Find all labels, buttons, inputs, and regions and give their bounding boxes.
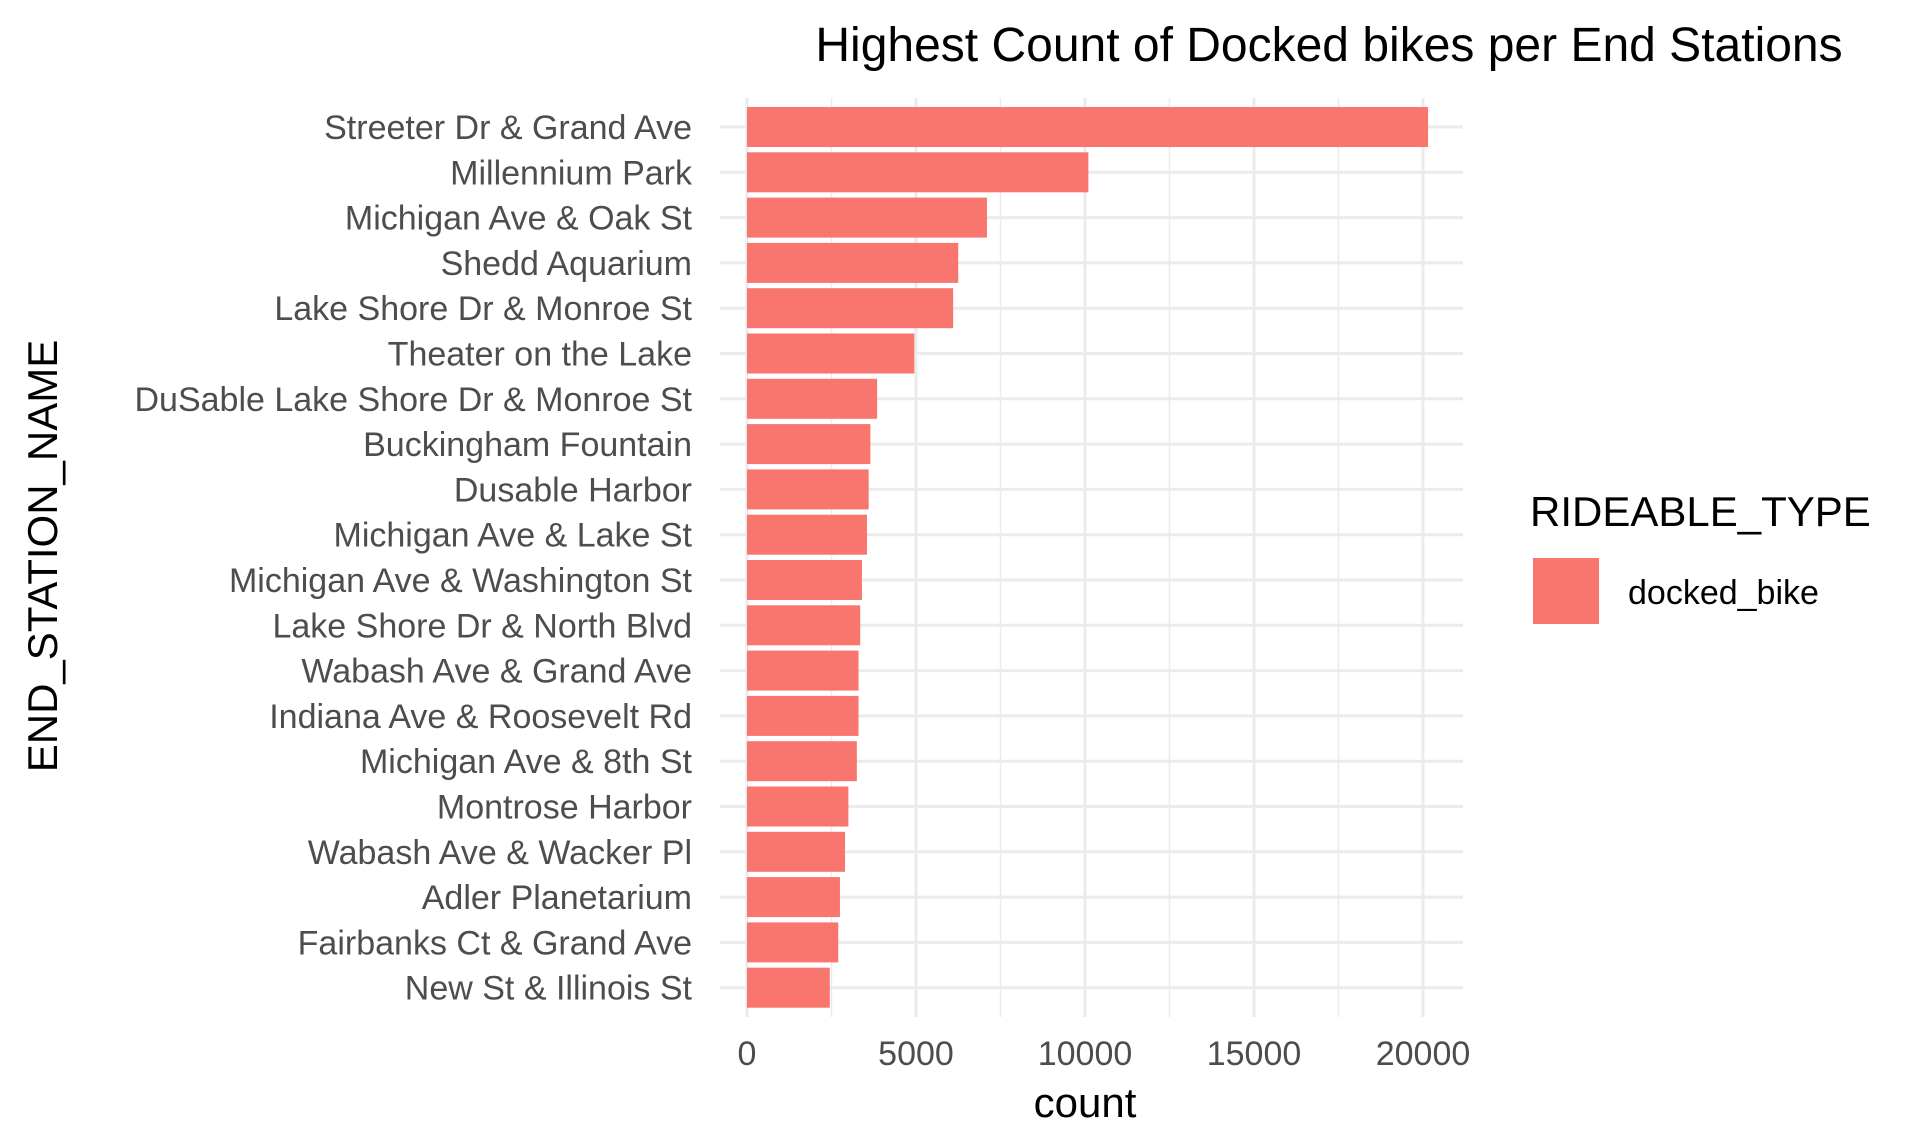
x-tick-label: 10000 [1038,1035,1133,1073]
bar [747,288,954,329]
y-tick-label: DuSable Lake Shore Dr & Monroe St [134,381,692,419]
x-tick-label: 0 [738,1035,757,1073]
y-tick-label: Theater on the Lake [388,336,692,374]
y-tick-label: Michigan Ave & 8th St [360,743,693,781]
legend-title: RIDEABLE_TYPE [1530,488,1871,535]
bar [747,831,846,872]
x-tick-label: 15000 [1207,1035,1302,1073]
bar [747,741,857,782]
bar [747,560,862,600]
y-tick-labels: Streeter Dr & Grand Ave Millennium Park Mi… [134,109,693,1008]
chart-title: Highest Count of Docked bikes per End St… [815,19,1842,72]
y-tick-label: Indiana Ave & Roosevelt Rd [269,698,692,736]
bar [747,877,840,918]
y-tick-label: Streeter Dr & Grand Ave [324,109,692,147]
y-tick-label: Michigan Ave & Washington St [229,562,693,600]
bar [747,152,1089,193]
bar [747,786,849,827]
y-tick-label: Montrose Harbor [437,789,692,827]
bar [747,107,1429,147]
y-tick-label: Buckingham Fountain [363,426,692,464]
x-tick-label: 5000 [878,1035,954,1073]
y-tick-label: Millennium Park [450,154,693,192]
x-axis-title: count [1034,1079,1137,1126]
legend-key-docked-bike [1533,558,1599,624]
bar [747,967,830,1008]
y-tick-label: Dusable Harbor [454,471,692,509]
bars [747,107,1429,1008]
bar [747,424,871,465]
bar [747,922,839,963]
y-tick-label: Lake Shore Dr & Monroe St [274,290,692,328]
y-tick-label: New St & Illinois St [405,970,693,1008]
bar [747,514,867,555]
bar [747,333,915,374]
bar [747,242,959,283]
bar [747,605,861,646]
y-tick-label: Fairbanks Ct & Grand Ave [298,924,692,962]
x-tick-labels: 0 5000 10000 15000 20000 [738,1035,1471,1073]
bar [747,695,859,736]
y-tick-label: Michigan Ave & Lake St [334,517,693,555]
bar [747,650,859,691]
y-tick-label: Lake Shore Dr & North Blvd [272,607,692,645]
y-axis-title: END_STATION_NAME [19,340,66,773]
legend: RIDEABLE_TYPE docked_bike [1530,488,1871,624]
bar [747,469,869,510]
y-tick-label: Wabash Ave & Grand Ave [301,653,692,691]
bar [747,197,987,238]
x-tick-label: 20000 [1376,1035,1471,1073]
legend-label-docked-bike: docked_bike [1628,574,1819,612]
y-tick-label: Shedd Aquarium [441,245,692,283]
y-tick-label: Michigan Ave & Oak St [345,200,693,238]
y-tick-label: Wabash Ave & Wacker Pl [308,834,692,872]
y-tick-label: Adler Planetarium [422,879,692,917]
bar [747,378,878,419]
